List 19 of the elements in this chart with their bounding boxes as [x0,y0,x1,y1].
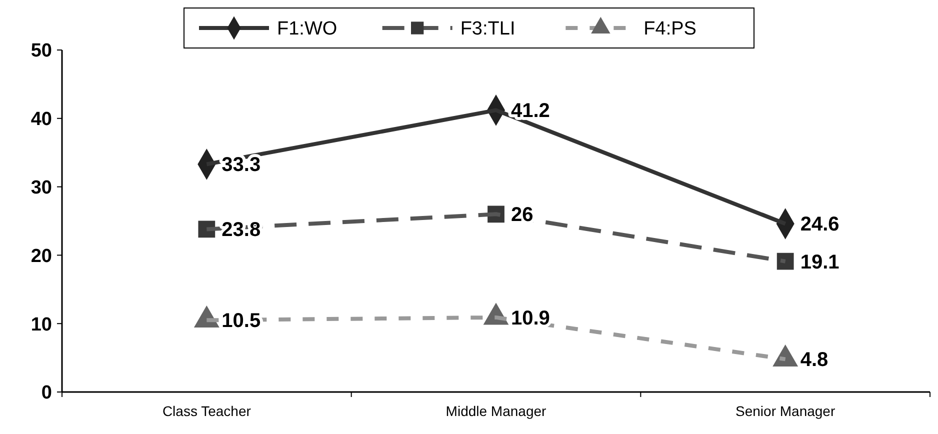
y-tick-label: 20 [30,246,52,267]
x-tick-label: Senior Manager [736,403,836,419]
x-tick-label: Class Teacher [162,403,252,419]
data-label: 41.2 [511,100,550,122]
y-tick-label: 30 [30,177,52,198]
data-label: 10.5 [222,310,261,332]
data-label: 10.9 [511,307,550,330]
data-label: 24.6 [800,214,840,236]
y-tick-label: 40 [30,109,52,130]
legend-label: F3:TLI [460,18,516,40]
legend-label: F4:PS [644,18,696,40]
x-tick-label: Middle Manager [446,403,547,419]
y-tick-label: 0 [41,382,52,404]
data-label: 4.8 [800,349,828,372]
y-tick-label: 50 [30,40,52,62]
legend-label: F1:WO [277,18,338,40]
y-tick-label: 10 [30,314,52,336]
data-label: 33.3 [222,154,261,176]
data-label: 19.1 [800,251,840,274]
